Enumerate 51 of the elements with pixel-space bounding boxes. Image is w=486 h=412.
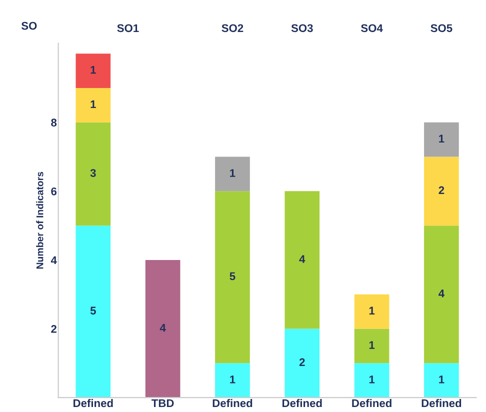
y-axis-title: Number of Indicators	[36, 172, 44, 269]
bar	[215, 363, 250, 398]
data-label: 1	[230, 169, 236, 177]
y-tick-label: 2	[51, 325, 56, 333]
bar	[215, 156, 250, 192]
data-label: 3	[90, 169, 96, 177]
x-tick-label: Defined	[352, 398, 392, 408]
text: SO	[21, 22, 37, 30]
data-label: 5	[230, 272, 236, 280]
data-label: 1	[90, 66, 96, 74]
bar	[354, 328, 390, 364]
bar	[145, 260, 180, 398]
x-tick-label: Defined	[422, 398, 462, 408]
data-label: 4	[438, 290, 444, 298]
bar	[76, 122, 111, 226]
data-label: 5	[90, 306, 96, 315]
y-tick-label: 4	[50, 256, 57, 264]
data-label: 2	[299, 358, 305, 366]
text: SO3	[291, 24, 313, 32]
bar	[76, 54, 111, 88]
x-tick-label: TBD	[152, 399, 174, 408]
data-label: 2	[438, 186, 444, 194]
y-tick-label: 6	[51, 187, 57, 196]
bar	[76, 88, 111, 122]
bar	[284, 191, 320, 329]
data-label: 1	[439, 134, 444, 142]
data-label: 4	[160, 324, 166, 332]
bar	[424, 363, 459, 398]
bar	[424, 156, 459, 226]
bar	[215, 191, 250, 364]
x-tick-label: Defined	[282, 398, 322, 408]
text: SO4	[360, 24, 383, 32]
text: SO2	[222, 24, 244, 32]
data-label: 1	[439, 376, 444, 384]
x-tick-label: Defined	[212, 398, 252, 408]
text: SO1	[117, 24, 139, 32]
data-label: 4	[299, 255, 306, 263]
bar	[354, 363, 390, 398]
bar	[354, 294, 390, 329]
x-tick-label: Defined	[74, 398, 113, 408]
bar	[424, 122, 459, 157]
bar	[284, 328, 320, 398]
data-label: 1	[90, 100, 96, 108]
data-label: 1	[369, 341, 375, 349]
data-label: 1	[369, 376, 375, 384]
data-label: 1	[369, 306, 375, 314]
data-label: 1	[230, 376, 236, 384]
y-tick-label: 8	[51, 118, 57, 127]
text: SO5	[430, 24, 452, 32]
bar	[76, 226, 111, 398]
bar	[424, 226, 459, 364]
